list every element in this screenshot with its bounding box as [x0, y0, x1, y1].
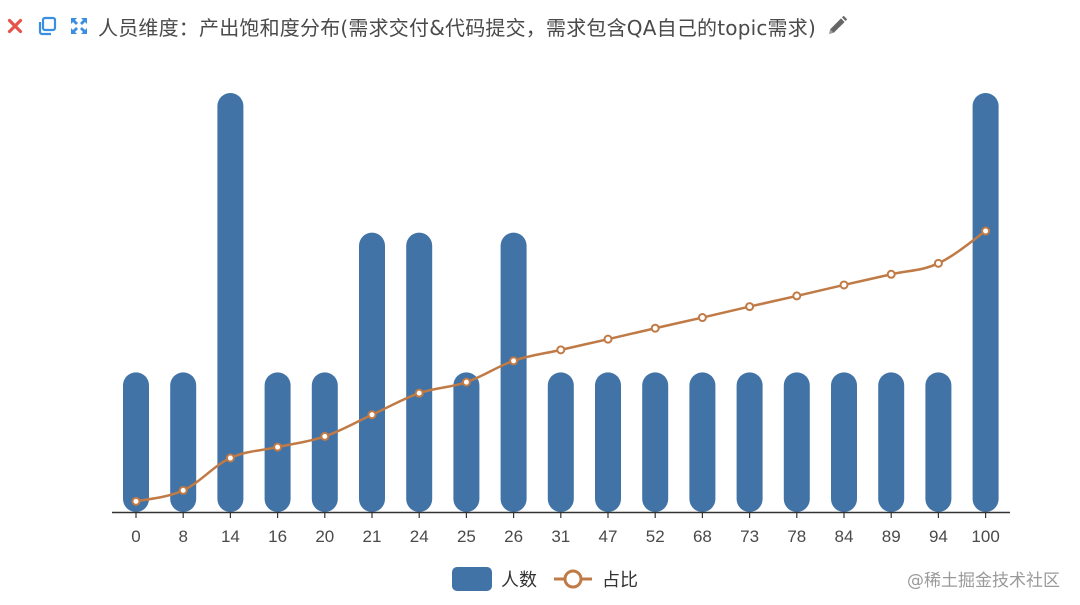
chart-legend: 人数 占比: [452, 566, 654, 592]
x-tick-label: 14: [221, 527, 240, 546]
legend-item-ratio[interactable]: 占比: [553, 566, 654, 592]
expand-icon[interactable]: [68, 15, 90, 37]
ratio-point-31[interactable]: [556, 345, 566, 355]
ratio-point-68[interactable]: [697, 313, 707, 323]
legend-label-ratio: 占比: [602, 570, 638, 591]
ratio-point-47[interactable]: [603, 334, 613, 344]
x-tick-label: 20: [315, 527, 334, 546]
ratio-point-89[interactable]: [886, 269, 896, 279]
bar-14[interactable]: [217, 93, 244, 512]
x-tick-label: 94: [929, 527, 948, 546]
x-tick-label: 47: [599, 527, 618, 546]
x-tick-label: 52: [646, 527, 665, 546]
ratio-point-84[interactable]: [839, 280, 849, 290]
bar-94[interactable]: [925, 372, 952, 512]
legend-label-count: 人数: [501, 570, 537, 591]
legend-bar-swatch: [452, 567, 492, 591]
chart-header: 人员维度：产出饱和度分布(需求交付&代码提交，需求包含QA自己的topic需求): [0, 8, 848, 44]
bar-31[interactable]: [547, 372, 574, 512]
ratio-point-73[interactable]: [745, 302, 755, 312]
ratio-point-78[interactable]: [792, 291, 802, 301]
x-tick-label: 68: [693, 527, 712, 546]
ratio-point-16[interactable]: [273, 442, 283, 452]
x-tick-label: 78: [787, 527, 806, 546]
x-tick-label: 21: [363, 527, 382, 546]
x-tick-label: 0: [131, 527, 140, 546]
bar-16[interactable]: [264, 372, 291, 512]
bar-20[interactable]: [311, 372, 338, 512]
x-tick-label: 25: [457, 527, 476, 546]
bar-47[interactable]: [595, 372, 621, 512]
bar-84[interactable]: [831, 372, 857, 512]
x-tick-label: 8: [178, 527, 187, 546]
ratio-point-100[interactable]: [981, 226, 991, 236]
x-tick-label: 26: [504, 527, 523, 546]
bar-52[interactable]: [642, 372, 669, 512]
combo-chart: 0 8 14 16 20 21 24 25 26 31 47 52 68 73 78 84 89 94 100: [112, 93, 1010, 546]
bar-78[interactable]: [783, 372, 810, 512]
ratio-point-94[interactable]: [933, 258, 943, 268]
x-tick-label: 89: [882, 527, 901, 546]
copy-icon[interactable]: [36, 15, 58, 37]
ratio-point-25[interactable]: [461, 377, 471, 387]
bar-89[interactable]: [878, 372, 905, 512]
ratio-point-14[interactable]: [225, 453, 235, 463]
ratio-point-52[interactable]: [650, 323, 660, 333]
bar-73[interactable]: [736, 372, 763, 512]
bar-24[interactable]: [406, 232, 433, 512]
x-tick-label: 73: [740, 527, 759, 546]
ratio-point-0[interactable]: [131, 496, 141, 506]
bar-100[interactable]: [972, 93, 999, 512]
legend-line-swatch: [554, 569, 592, 589]
watermark: @稀土掘金技术社区: [907, 571, 1060, 591]
x-tick-label: 31: [551, 527, 570, 546]
x-tick-label: 100: [971, 527, 999, 546]
ratio-point-20[interactable]: [320, 431, 330, 441]
x-tick-label: 84: [835, 527, 854, 546]
ratio-point-21[interactable]: [367, 410, 377, 420]
bar-21[interactable]: [359, 232, 385, 512]
bar-68[interactable]: [689, 372, 716, 512]
bar-26[interactable]: [500, 232, 527, 512]
close-icon[interactable]: [4, 15, 26, 37]
ratio-point-8[interactable]: [178, 485, 188, 495]
x-tick-label: 24: [410, 527, 429, 546]
x-tick-label: 16: [268, 527, 287, 546]
bar-0[interactable]: [123, 372, 149, 512]
ratio-point-26[interactable]: [509, 356, 519, 366]
bar-8[interactable]: [170, 372, 197, 512]
legend-item-count[interactable]: 人数: [452, 566, 553, 592]
ratio-point-24[interactable]: [414, 388, 424, 398]
edit-pencil-icon[interactable]: [826, 15, 848, 37]
bar-25[interactable]: [453, 372, 480, 512]
chart-title: 人员维度：产出饱和度分布(需求交付&代码提交，需求包含QA自己的topic需求): [98, 15, 816, 40]
